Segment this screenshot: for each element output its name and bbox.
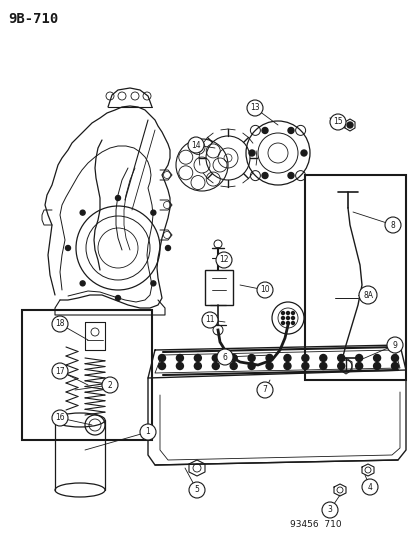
Circle shape [329, 114, 345, 130]
Circle shape [80, 281, 85, 286]
Text: 3: 3 [327, 505, 332, 514]
Circle shape [287, 173, 293, 179]
Text: 93456  710: 93456 710 [289, 520, 341, 529]
Circle shape [216, 252, 231, 268]
Text: 4: 4 [367, 482, 372, 491]
Circle shape [158, 362, 165, 369]
Circle shape [301, 354, 308, 361]
Text: 1: 1 [145, 427, 150, 437]
Text: 17: 17 [55, 367, 65, 376]
Circle shape [287, 127, 293, 133]
Text: 16: 16 [55, 414, 65, 423]
Bar [204, 270, 233, 305]
Circle shape [248, 150, 254, 156]
Circle shape [321, 502, 337, 518]
Circle shape [212, 354, 219, 361]
Text: 15: 15 [332, 117, 342, 126]
Circle shape [115, 295, 120, 301]
Circle shape [80, 210, 85, 215]
Text: 14: 14 [191, 141, 200, 149]
Circle shape [391, 362, 398, 369]
Circle shape [266, 354, 273, 361]
Circle shape [247, 362, 254, 369]
Circle shape [283, 362, 290, 369]
Circle shape [286, 321, 289, 325]
Circle shape [355, 362, 362, 369]
Text: 7: 7 [262, 385, 267, 394]
Circle shape [212, 362, 219, 369]
Circle shape [256, 282, 272, 298]
Circle shape [355, 354, 362, 361]
Text: 8: 8 [390, 221, 394, 230]
Text: 18: 18 [55, 319, 64, 328]
Text: 5: 5 [194, 486, 199, 495]
Circle shape [261, 127, 267, 133]
Circle shape [337, 362, 344, 369]
Circle shape [283, 354, 290, 361]
Circle shape [150, 210, 155, 215]
Circle shape [194, 354, 201, 361]
Circle shape [216, 349, 233, 365]
Circle shape [301, 362, 308, 369]
Circle shape [194, 362, 201, 369]
Text: 9: 9 [392, 341, 396, 350]
Circle shape [291, 317, 294, 319]
Circle shape [188, 137, 204, 153]
Circle shape [65, 246, 70, 251]
Circle shape [386, 337, 402, 353]
Circle shape [102, 377, 118, 393]
Circle shape [373, 354, 380, 361]
Circle shape [52, 363, 68, 379]
Circle shape [52, 316, 68, 332]
Circle shape [346, 122, 352, 128]
Circle shape [230, 362, 237, 369]
Circle shape [158, 354, 165, 361]
Circle shape [281, 317, 284, 319]
Bar [304, 175, 405, 380]
Circle shape [230, 354, 237, 361]
Circle shape [384, 217, 400, 233]
Text: 12: 12 [219, 255, 228, 264]
Circle shape [140, 424, 156, 440]
Text: 8A: 8A [362, 290, 372, 300]
Text: 11: 11 [205, 316, 214, 325]
Circle shape [150, 281, 155, 286]
Text: 10: 10 [259, 286, 269, 295]
Circle shape [281, 321, 284, 325]
Circle shape [291, 321, 294, 325]
Circle shape [202, 312, 218, 328]
Circle shape [247, 100, 262, 116]
Circle shape [286, 311, 289, 314]
Circle shape [115, 196, 120, 200]
Bar [22, 310, 152, 440]
Circle shape [391, 354, 398, 361]
Text: 2: 2 [107, 381, 112, 390]
Circle shape [189, 482, 204, 498]
Circle shape [256, 382, 272, 398]
Text: 6: 6 [222, 352, 227, 361]
Circle shape [176, 354, 183, 361]
Text: 13: 13 [249, 103, 259, 112]
Circle shape [319, 354, 326, 361]
Circle shape [319, 362, 326, 369]
Circle shape [281, 311, 284, 314]
Circle shape [261, 173, 267, 179]
Circle shape [165, 246, 170, 251]
Circle shape [52, 410, 68, 426]
Circle shape [176, 362, 183, 369]
Circle shape [286, 317, 289, 319]
Circle shape [300, 150, 306, 156]
Circle shape [337, 354, 344, 361]
Circle shape [291, 311, 294, 314]
Circle shape [373, 362, 380, 369]
Circle shape [361, 479, 377, 495]
Circle shape [266, 362, 273, 369]
Circle shape [358, 286, 376, 304]
Circle shape [247, 354, 254, 361]
Text: 9B-710: 9B-710 [8, 12, 58, 26]
